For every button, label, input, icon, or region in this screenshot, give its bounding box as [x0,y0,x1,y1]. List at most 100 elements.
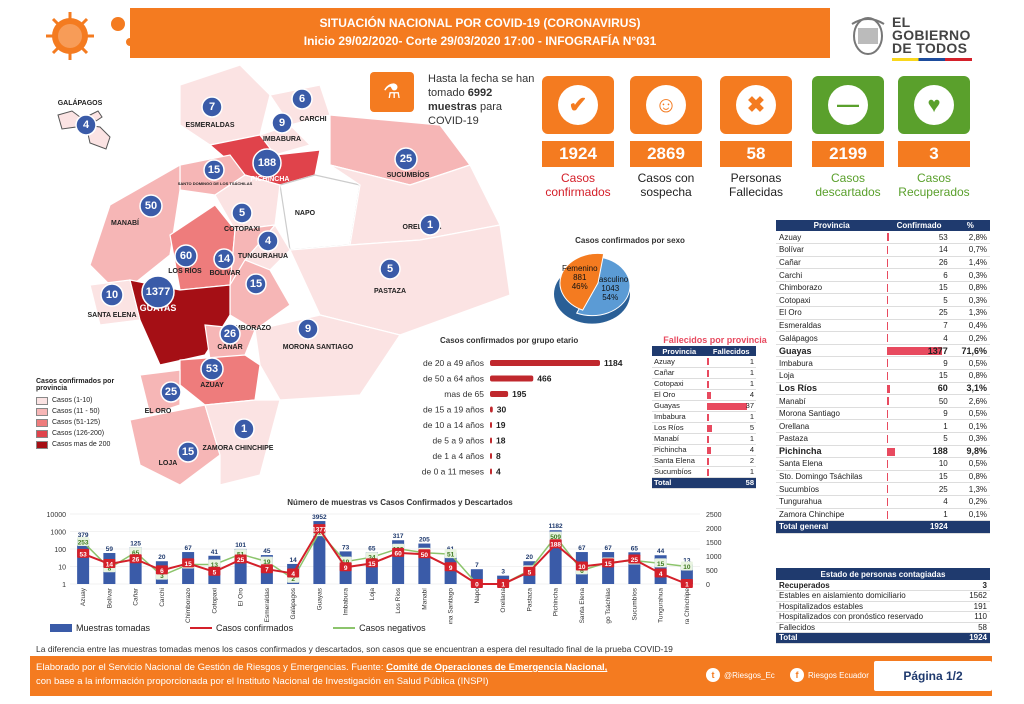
map-label-pichincha: PICHINCHA [251,176,290,183]
legend-negative: Casos negativos [333,623,426,633]
twitter-icon[interactable]: t [706,668,720,682]
map-legend-title: Casos confirmados por provincia [36,378,115,392]
deaths-value-cell: 1 [706,378,756,390]
samples-bar-label: 13 [683,558,691,565]
deaths-province: Imbabura [652,411,707,423]
states-row: Hospitalizados estables 191 [776,601,990,612]
x-tick-label: Morona Santiago [448,588,455,624]
province-table: Provincia Confirmado % Azuay 53 2,8% Bolíva… [776,220,990,534]
virus-logo [46,12,134,60]
states-total-value: 1924 [960,632,990,644]
confirmed-point [523,566,536,576]
deaths-value-cell: 1 [706,411,756,423]
bubble-value-guayas: 1377 [146,286,170,298]
confirmed-point [182,558,195,568]
negative-label: 13 [211,562,219,569]
confirmed-label: 9 [449,565,453,572]
deaths-bar [706,446,711,454]
negative-label: 8 [108,566,112,573]
negative-label: 509 [550,534,561,541]
bubble-value-manabi: 50 [145,200,157,212]
province-pct: 0,7% [950,243,990,257]
province-confirmed-cell: 10 [887,457,951,471]
samples-bar-label: 14 [290,557,298,564]
province-pct: 0,2% [950,495,990,509]
confirmed-label: 15 [185,561,193,568]
province-confirmed-cell: 4 [887,331,951,345]
province-pct: 0,5% [950,457,990,471]
bubble-value-esmeraldas: 7 [209,101,215,113]
facebook-icon[interactable]: f [790,668,804,682]
check-icon: ✔ [542,76,614,134]
sex-pie-title: Casos confirmados por sexo [575,236,685,245]
states-total-label: Total [776,632,961,644]
minus-icon: — [812,76,884,134]
province-name: Cañar [776,256,888,270]
province-bar [887,372,889,381]
samples-bar-label: 3 [501,569,505,576]
negative-point [129,547,142,557]
negative-point [680,561,693,571]
deaths-value-cell: 1 [706,433,756,445]
confirmed-label: 7 [265,567,269,574]
pie-slice-percent: 54% [602,293,618,302]
deaths-value-cell: 4 [706,444,756,456]
map-legend-label: Casos (51-125) [52,419,101,426]
province-row: El Oro 25 1,3% [776,306,990,320]
province-bar [887,422,889,431]
samples-bar [602,552,615,584]
province-confirmed: 7 [943,320,948,330]
pie-slice-label: Femenino [562,264,598,273]
age-bar [490,437,492,444]
deaths-value-cell: 5 [706,422,756,434]
deaths-value: 1 [749,379,754,388]
samples-bar-label: 73 [342,544,350,551]
recovered-icon: ♥ [898,76,970,134]
negative-point [77,536,90,546]
province-confirmed: 188 [932,446,948,457]
bubble-value-los-rios: 60 [180,250,192,262]
province-row: Pastaza 5 0,3% [776,432,990,446]
map-legend-item: Casos (1-10) [36,395,126,406]
province-pct: 0,3% [950,432,990,446]
footer-source-link[interactable]: Comité de Operaciones de Emergencia Naci… [386,662,608,673]
province-row: Guayas 1377 71,6% [776,344,990,358]
province-pct: 3,1% [950,382,990,396]
bubble-value-tungurahua: 4 [265,235,272,247]
confirmed-label: 26 [132,557,140,564]
confirmed-label: 15 [605,561,613,568]
deaths-header-province: Provincia [652,346,707,356]
province-row: Los Ríos 60 3,1% [776,382,990,396]
province-confirmed: 60 [937,383,948,394]
map-label-tungurahua: TUNGURAHUA [238,253,288,260]
confirmed-point [155,565,168,575]
bubble-chimborazo: 15 [245,273,267,295]
deaths-table-title: Fallecidos por provincia [663,335,767,345]
deaths-row: Santa Elena 2 [652,455,756,467]
map-label-morona: MORONA SANTIAGO [283,344,354,351]
province-name: Sucumbíos [776,482,888,496]
province-name: El Oro [776,306,888,320]
deaths-province: El Oro [652,389,707,401]
footer-facebook[interactable]: Riesgos Ecuador [808,670,869,680]
footer-line2: con base a la información proporcionada … [36,676,489,687]
deaths-value-cell: 1 [706,466,756,478]
province-bar [887,334,889,343]
y-right-tick: 2500 [706,512,722,519]
confirmed-point [129,554,142,564]
bubble-value-pastaza: 5 [387,263,393,275]
deaths-row: Azuay 1 [652,356,756,368]
samples-bar-label: 1182 [549,523,563,530]
footer-twitter[interactable]: @Riesgos_Ec [724,670,775,680]
states-table: Estado de personas contagiadas Recuperad… [776,568,990,644]
province-bar [887,497,889,506]
samples-count: 6992 [467,87,493,99]
government-logo: EL GOBIERNO DE TODOS [848,14,978,61]
region-loja [129,404,221,486]
suspect-icon: ☺ [630,76,702,134]
legend-samples: Muestras tomadas [50,623,150,633]
age-bar-value: 18 [496,436,506,446]
confirmed-point [418,549,431,559]
bubble-santo-domingo: 15 [203,159,225,181]
map-label-pastaza: PASTAZA [374,288,406,295]
